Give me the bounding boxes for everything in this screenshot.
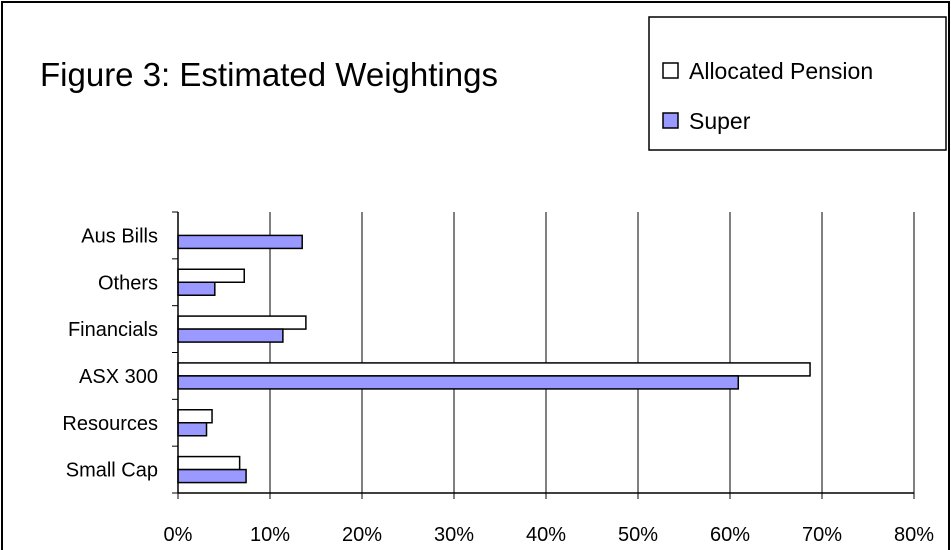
bar bbox=[177, 422, 208, 437]
x-tick-label: 30% bbox=[434, 524, 474, 546]
plot-area: Aus Bills Others Financials ASX 300 Resource… bbox=[62, 211, 934, 546]
chart-title: Figure 3: Estimated Weightings bbox=[40, 56, 498, 93]
bar bbox=[177, 328, 284, 343]
y-tick-label: ASX 300 bbox=[79, 366, 158, 388]
x-tick-label: 60% bbox=[710, 524, 750, 546]
legend: Allocated Pension Super bbox=[648, 16, 947, 151]
x-tick-label: 50% bbox=[618, 524, 658, 546]
bar bbox=[177, 234, 303, 250]
bar bbox=[177, 409, 213, 424]
bar bbox=[177, 468, 247, 484]
x-tick-label: 70% bbox=[802, 524, 842, 546]
legend-swatch bbox=[662, 112, 679, 129]
y-tick-label: Small Cap bbox=[66, 460, 158, 482]
bar bbox=[177, 281, 216, 296]
legend-label: Super bbox=[689, 108, 751, 134]
bar bbox=[177, 268, 245, 283]
y-tick-label: Aus Bills bbox=[81, 225, 158, 247]
y-tick-label: Financials bbox=[68, 319, 158, 341]
legend-swatch bbox=[662, 62, 679, 79]
legend-box bbox=[648, 16, 947, 151]
y-tick-label: Others bbox=[98, 272, 158, 294]
x-tick-label: 80% bbox=[894, 524, 934, 546]
x-tick-label: 20% bbox=[342, 524, 382, 546]
x-tick-label: 10% bbox=[250, 524, 290, 546]
x-tick-label: 40% bbox=[526, 524, 566, 546]
bar bbox=[177, 375, 740, 390]
bar bbox=[177, 455, 241, 471]
legend-label: Allocated Pension bbox=[689, 58, 873, 84]
bar bbox=[177, 362, 811, 377]
y-tick-label: Resources bbox=[62, 413, 158, 435]
bar bbox=[177, 315, 307, 330]
x-tick-label: 0% bbox=[164, 524, 193, 546]
